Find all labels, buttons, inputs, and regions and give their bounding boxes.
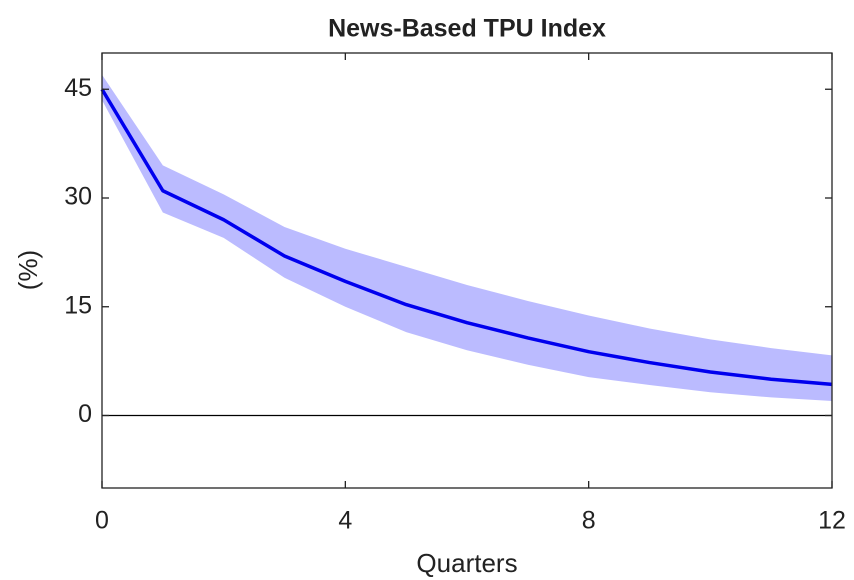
y-tick-label: 45: [64, 74, 92, 102]
x-tick-label: 8: [582, 507, 596, 535]
confidence-band: [102, 74, 832, 401]
x-tick-label: 4: [338, 507, 352, 535]
plot-frame: [101, 52, 833, 489]
x-tick-label: 12: [818, 507, 846, 535]
y-tick-label: 15: [64, 291, 92, 319]
x-tick-label: 0: [95, 507, 109, 535]
y-tick-label: 30: [64, 183, 92, 211]
x-axis-label: Quarters: [416, 548, 517, 578]
y-axis-label: (%): [13, 250, 43, 290]
chart-title: News-Based TPU Index: [328, 15, 606, 43]
y-tick-label: 0: [78, 400, 92, 428]
line: [100, 88, 833, 387]
